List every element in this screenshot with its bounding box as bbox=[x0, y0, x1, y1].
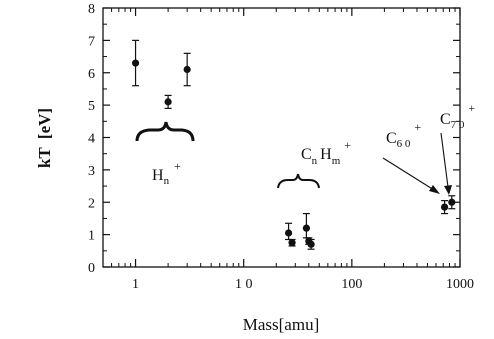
data-point bbox=[302, 224, 311, 232]
data-point bbox=[448, 198, 456, 206]
x-axis-title: Mass[amu] bbox=[243, 315, 319, 334]
c70-arrow-shaft bbox=[440, 132, 449, 188]
hn-group-brace bbox=[135, 121, 195, 142]
y-tick-label: 0 bbox=[88, 261, 95, 276]
hn-group-label: Hn+ bbox=[152, 159, 181, 187]
data-point bbox=[164, 98, 172, 106]
cnhm-group-label: Cn Hm+ bbox=[281, 136, 363, 167]
y-tick-label: 5 bbox=[88, 99, 95, 114]
x-tick-label: 1 bbox=[132, 277, 139, 292]
data-point bbox=[183, 65, 191, 74]
c60-label: C6 0+ bbox=[366, 118, 433, 150]
data-point bbox=[284, 229, 293, 237]
y-tick-label: 6 bbox=[88, 67, 95, 82]
data-point bbox=[440, 203, 449, 211]
y-tick-label: 1 bbox=[88, 229, 95, 244]
c60-arrow-head bbox=[429, 185, 440, 194]
y-axis-title: kT [eV] bbox=[35, 108, 54, 168]
data-points bbox=[131, 39, 456, 250]
x-tick-label: 100 bbox=[341, 277, 362, 292]
y-tick-label: 8 bbox=[88, 2, 95, 17]
c70-arrow-head bbox=[444, 185, 452, 195]
y-tick-label: 7 bbox=[88, 34, 95, 49]
c60-arrow-shaft bbox=[382, 157, 435, 191]
data-point bbox=[307, 240, 315, 248]
x-axis: 1 1 0 100 1000 bbox=[111, 8, 474, 292]
y-tick-label: 4 bbox=[88, 132, 95, 147]
c70-label: C7 0+ bbox=[420, 99, 487, 131]
x-tick-label: 1000 bbox=[446, 277, 474, 292]
y-axis: 0 1 2 3 4 5 6 7 8 bbox=[88, 2, 460, 276]
cnhm-group-brace bbox=[277, 173, 320, 189]
y-tick-label: 2 bbox=[88, 196, 95, 211]
x-tick-label: 1 0 bbox=[235, 277, 253, 292]
data-point bbox=[288, 239, 296, 247]
y-tick-label: 3 bbox=[88, 164, 95, 179]
data-point bbox=[131, 59, 140, 67]
